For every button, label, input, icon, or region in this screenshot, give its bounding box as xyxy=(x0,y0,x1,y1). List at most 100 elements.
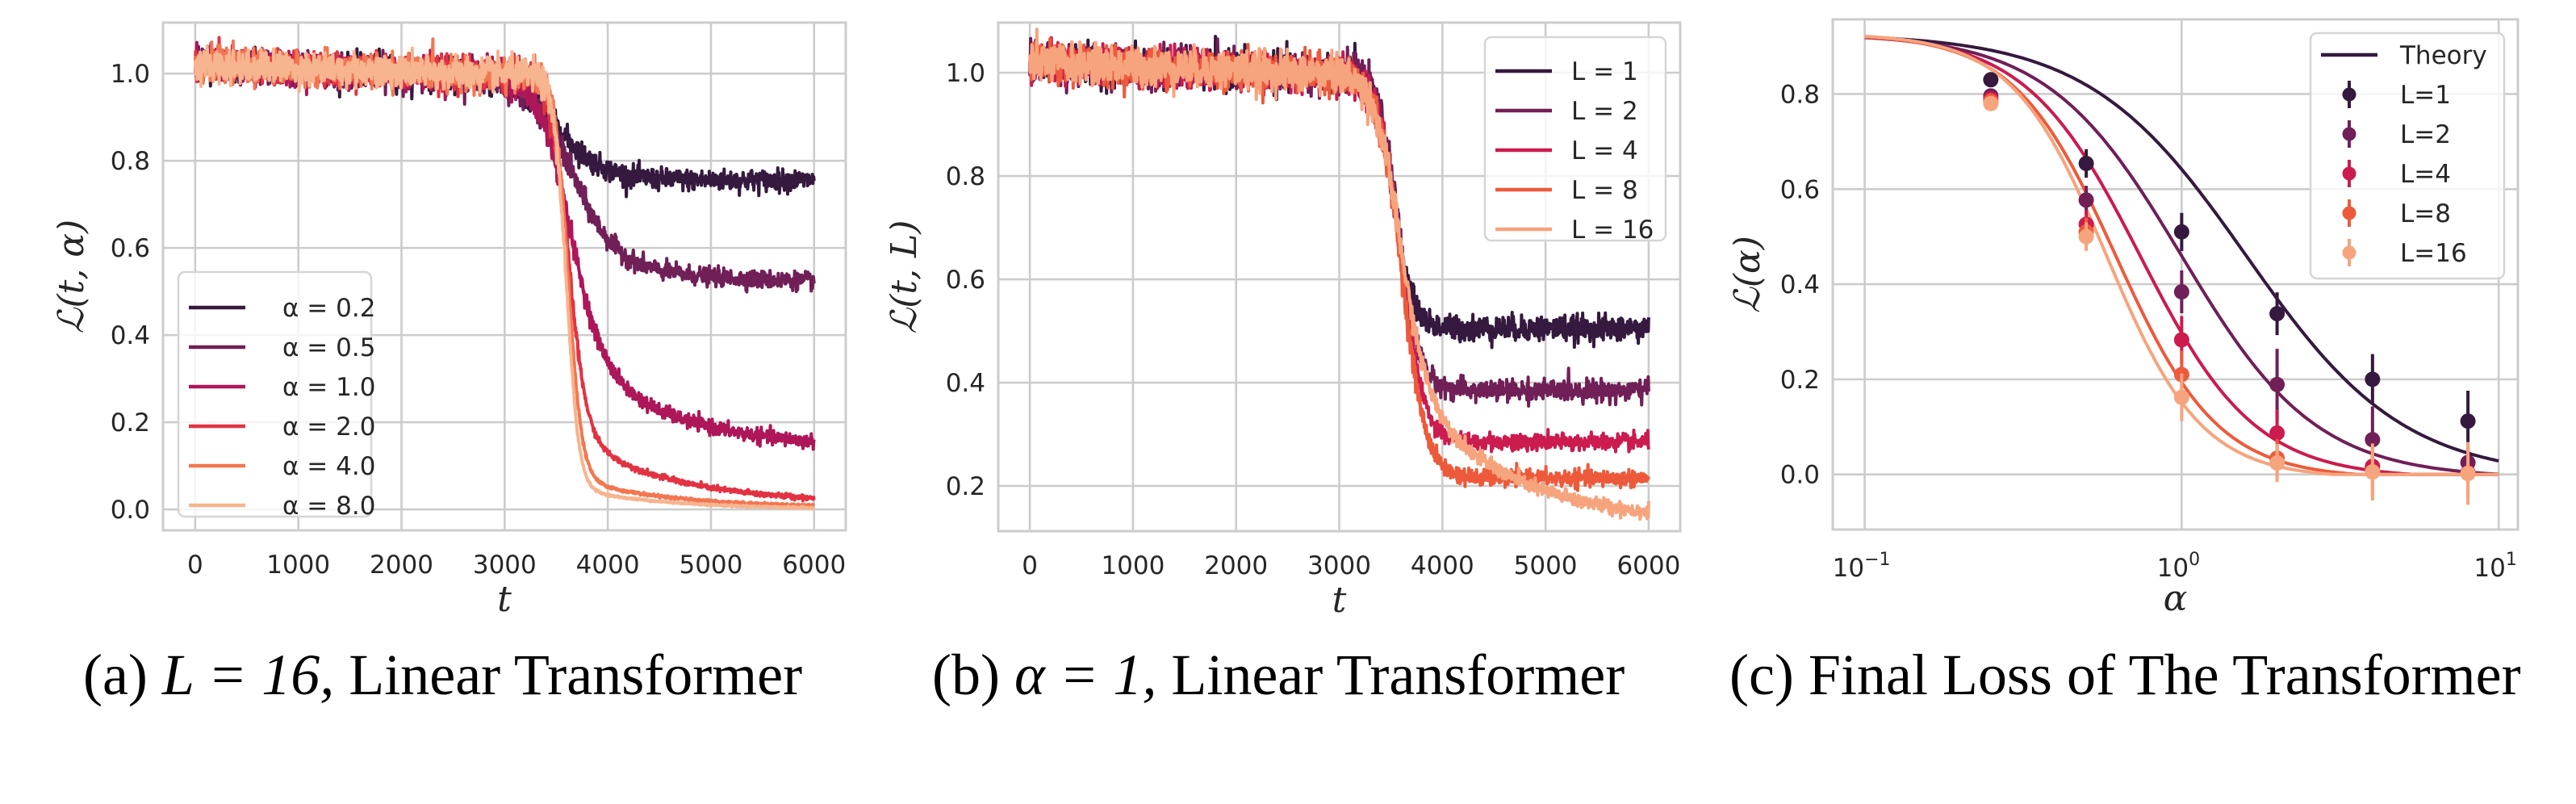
subplot-b: 0 1000 2000 3000 4000 5000 6000 0.2 0.4 0.6 0.8 1.0… xyxy=(884,21,1682,621)
theory-curve xyxy=(1864,35,2499,463)
axes-frame xyxy=(161,21,847,532)
y-axis-label: ℒ(t, α) xyxy=(51,220,92,333)
data-point xyxy=(2365,464,2381,480)
legend-label-theory: Theory xyxy=(2399,41,2487,70)
legend-label: α = 0.5 xyxy=(282,333,375,362)
data-point xyxy=(2269,455,2285,471)
y-tick-label: 0.6 xyxy=(946,266,985,295)
y-tick-label: 0.6 xyxy=(111,234,150,263)
legend-label: L=2 xyxy=(2400,120,2451,149)
subplot-a: 0 1000 2000 3000 4000 5000 6000 0.0 0.2 0.4 0.6 0.8… xyxy=(51,21,847,620)
x-tick-label: 10−1 xyxy=(1833,550,1891,583)
legend-label: L = 16 xyxy=(1571,216,1654,245)
data-point xyxy=(2173,332,2189,348)
data-point xyxy=(2269,425,2285,441)
caption-b-prefix: (b) xyxy=(932,643,1000,707)
y-axis-label: ℒ(t, L) xyxy=(884,220,925,334)
legend-label: L=16 xyxy=(2400,239,2467,268)
caption-c: (c) Final Loss of The Transformer xyxy=(1729,646,2521,704)
caption-a: (a) L = 16, Linear Transformer xyxy=(83,646,802,704)
y-tick-label: 0.8 xyxy=(111,147,150,176)
figure: 0 1000 2000 3000 4000 5000 60000.00.20.40.60.8… xyxy=(51,18,2520,621)
data-point xyxy=(2460,413,2476,429)
data-point xyxy=(2173,283,2189,299)
x-tick-label: 6000 xyxy=(1616,551,1680,580)
x-tick-label: 100 xyxy=(2157,550,2200,583)
legend-label: L = 1 xyxy=(1571,57,1638,86)
y-axis-label: ℒ(α) xyxy=(1727,236,1768,313)
legend-label: L=4 xyxy=(2400,160,2451,189)
legend-label: L=8 xyxy=(2400,199,2451,228)
legend-marker xyxy=(2342,87,2356,102)
data-point xyxy=(2365,432,2381,448)
caption-b-text: Linear Transformer xyxy=(1171,643,1625,707)
x-tick-label: 1000 xyxy=(1101,551,1165,580)
data-point xyxy=(2269,306,2285,322)
legend-label: α = 0.2 xyxy=(282,294,375,323)
caption-a-math: L = 16, xyxy=(161,643,335,707)
y-tick-label: 0.0 xyxy=(1780,461,1820,490)
caption-a-text: Linear Transformer xyxy=(349,643,803,707)
x-tick-label: 2000 xyxy=(1204,551,1268,580)
caption-b-math: α = 1, xyxy=(1014,643,1157,707)
y-tick-label: 0.2 xyxy=(946,472,985,501)
legend-marker xyxy=(2342,166,2356,181)
data-point xyxy=(2078,155,2094,171)
theory-curve xyxy=(1864,36,2499,476)
y-tick-label: 0.2 xyxy=(111,408,150,438)
x-tick-label: 101 xyxy=(2474,550,2516,583)
legend-label: L = 8 xyxy=(1571,176,1638,205)
y-tick-label: 0.8 xyxy=(946,162,985,191)
y-tick-label: 0.4 xyxy=(946,369,985,398)
data-point xyxy=(2173,389,2189,405)
data-point xyxy=(2365,371,2381,387)
data-point xyxy=(2173,224,2189,240)
data-point xyxy=(2078,192,2094,208)
caption-a-prefix: (a) xyxy=(83,643,148,707)
data-point xyxy=(1983,95,1999,111)
data-point xyxy=(2269,376,2285,392)
legend-label: L = 4 xyxy=(1571,136,1638,165)
x-tick-label: 0 xyxy=(1022,551,1038,580)
y-tick-label: 0.2 xyxy=(1780,366,1820,395)
x-tick-label: 5000 xyxy=(679,551,742,580)
x-tick-label: 4000 xyxy=(1411,551,1474,580)
y-tick-label: 0.4 xyxy=(1780,270,1820,299)
y-tick-label: 0.4 xyxy=(111,321,150,350)
x-tick-label: 4000 xyxy=(576,551,640,580)
series-line xyxy=(1028,27,1650,521)
axes-frame xyxy=(1831,18,2520,531)
legend-box xyxy=(2309,31,2506,280)
legend-label: α = 2.0 xyxy=(282,412,375,442)
x-tick-label: 2000 xyxy=(370,551,433,580)
y-tick-label: 1.0 xyxy=(946,59,985,88)
legend-label: L=1 xyxy=(2400,81,2451,110)
caption-b: (b) α = 1, Linear Transformer xyxy=(932,646,1625,704)
caption-c-prefix: (c) xyxy=(1729,643,1794,707)
x-axis-label: α xyxy=(2164,578,2188,619)
data-point xyxy=(2078,228,2094,245)
axes-frame xyxy=(997,21,1682,533)
legend-marker xyxy=(2342,245,2356,260)
y-tick-label: 0.0 xyxy=(111,496,150,525)
caption-c-text: Final Loss of The Transformer xyxy=(1808,643,2521,707)
subplot-c: 10−1 100 101 0.0 0.2 0.4 0.6 0.8 α ℒ(α) Theory L=1 L… xyxy=(1727,18,2520,619)
legend-label: α = 4.0 xyxy=(282,452,375,481)
legend-marker xyxy=(2342,206,2356,220)
data-point xyxy=(2460,465,2476,481)
y-tick-label: 1.0 xyxy=(111,60,150,89)
x-axis-label: t xyxy=(497,579,512,620)
x-tick-label: 0 xyxy=(187,551,203,580)
x-tick-label: 3000 xyxy=(473,551,537,580)
legend-marker xyxy=(2342,127,2356,141)
y-tick-label: 0.6 xyxy=(1780,175,1820,204)
legend-label: L = 2 xyxy=(1571,97,1638,126)
x-tick-label: 1000 xyxy=(266,551,330,580)
x-tick-label: 6000 xyxy=(782,551,846,580)
x-tick-label: 3000 xyxy=(1307,551,1371,580)
series-line xyxy=(193,44,816,511)
data-point xyxy=(1983,72,1999,88)
legend-label: α = 8.0 xyxy=(282,492,375,521)
x-tick-label: 5000 xyxy=(1514,551,1578,580)
legend-label: α = 1.0 xyxy=(282,373,375,402)
